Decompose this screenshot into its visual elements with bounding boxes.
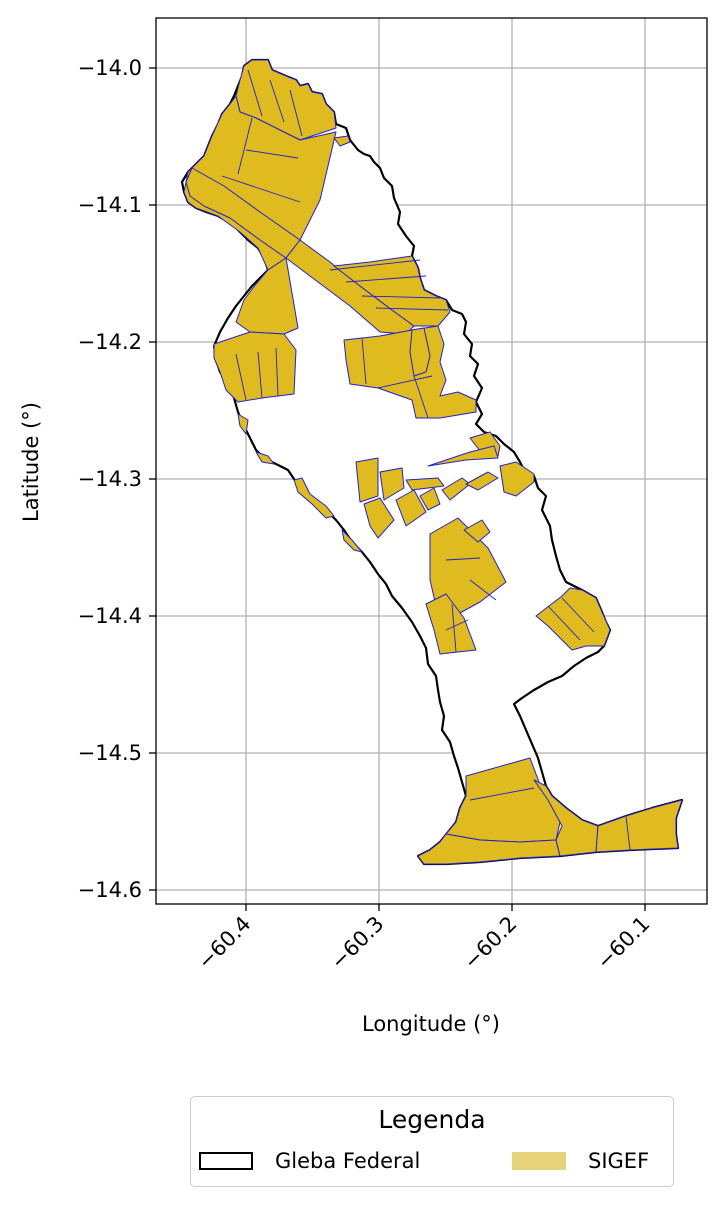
division-line [561, 597, 595, 633]
division-line [445, 557, 481, 561]
sigef-parcel [427, 445, 499, 467]
division-line [469, 787, 535, 801]
y-tick-label: −14.0 [78, 56, 142, 80]
division-line [235, 353, 247, 401]
y-tick-label: −14.6 [78, 878, 142, 902]
division-line [375, 307, 449, 311]
plot-frame [155, 17, 708, 905]
sigef-parcel [465, 471, 499, 491]
division-line [257, 351, 263, 399]
sigef-parcel [185, 167, 301, 259]
sigef-parcel [183, 95, 337, 271]
sigef-parcel [417, 833, 561, 865]
legend-gleba-label: Gleba Federal [275, 1149, 421, 1173]
division-line [269, 79, 285, 123]
division-line [361, 295, 441, 299]
legend-title: Legenda [378, 1105, 486, 1134]
x-axis-label: Longitude (°) [362, 1012, 500, 1036]
y-axis-label: Latitude (°) [19, 402, 43, 522]
y-tick-labels: −14.0 −14.1 −14.2 −14.3 −14.4 −14.5 −14.… [78, 56, 142, 902]
sigef-parcel [255, 451, 275, 465]
legend-item-gleba-federal: Gleba Federal [199, 1149, 420, 1173]
legend-sigef-label: SIGEF [588, 1149, 650, 1173]
sigef-parcel [343, 325, 477, 419]
sigef-parcel [237, 413, 249, 435]
division-line [289, 89, 303, 137]
sigef-parcel [379, 467, 405, 501]
sigef-parcel [535, 587, 611, 651]
legend-item-sigef: SIGEF [512, 1149, 649, 1173]
sigef-swatch [512, 1152, 566, 1170]
division-line [221, 175, 301, 203]
x-tick-label: −60.3 [326, 912, 388, 974]
division-line [361, 337, 367, 385]
parcel-divisions [221, 69, 631, 851]
sigef-parcel [395, 489, 427, 527]
map-plot: −14.0 −14.1 −14.2 −14.3 −14.4 −14.5 −14.… [19, 17, 708, 1036]
legend: Legenda Gleba Federal SIGEF [190, 1096, 674, 1187]
division-line [275, 347, 279, 397]
sigef-parcel [293, 477, 335, 519]
sigef-parcel [341, 529, 363, 553]
y-tick-label: −14.5 [78, 741, 142, 765]
sigef-parcel [363, 497, 395, 539]
division-line [377, 375, 433, 389]
sigef-parcel [499, 461, 535, 497]
division-line [237, 117, 253, 175]
division-line [547, 605, 581, 641]
sigef-parcel [355, 457, 379, 503]
division-line [469, 579, 497, 601]
y-tick-label: −14.3 [78, 467, 142, 491]
y-tick-label: −14.4 [78, 604, 142, 628]
sigef-parcel [425, 593, 477, 655]
x-tick-label: −60.1 [592, 912, 654, 974]
division-line [329, 259, 421, 271]
division-line [247, 69, 263, 117]
sigef-parcel [333, 255, 451, 327]
gleba-federal-swatch [199, 1152, 253, 1170]
division-line [445, 619, 469, 631]
sigef-parcel [409, 327, 431, 377]
division-line [451, 603, 457, 653]
division-line [625, 815, 631, 851]
y-tick-label: −14.1 [78, 193, 142, 217]
y-tick-label: −14.2 [78, 330, 142, 354]
division-line [345, 275, 427, 283]
tick-marks [149, 67, 646, 911]
sigef-parcels [183, 59, 683, 865]
division-line [245, 149, 299, 159]
division-line [413, 375, 429, 419]
sigef-parcel [595, 799, 683, 853]
sigef-parcel [419, 487, 441, 511]
sigef-parcel [405, 477, 445, 491]
x-tick-label: −60.4 [193, 912, 255, 974]
x-tick-labels: −60.4 −60.3 −60.2 −60.1 [193, 912, 654, 974]
x-tick-label: −60.2 [459, 912, 521, 974]
sigef-parcel [333, 135, 351, 147]
sigef-parcel [463, 519, 491, 543]
